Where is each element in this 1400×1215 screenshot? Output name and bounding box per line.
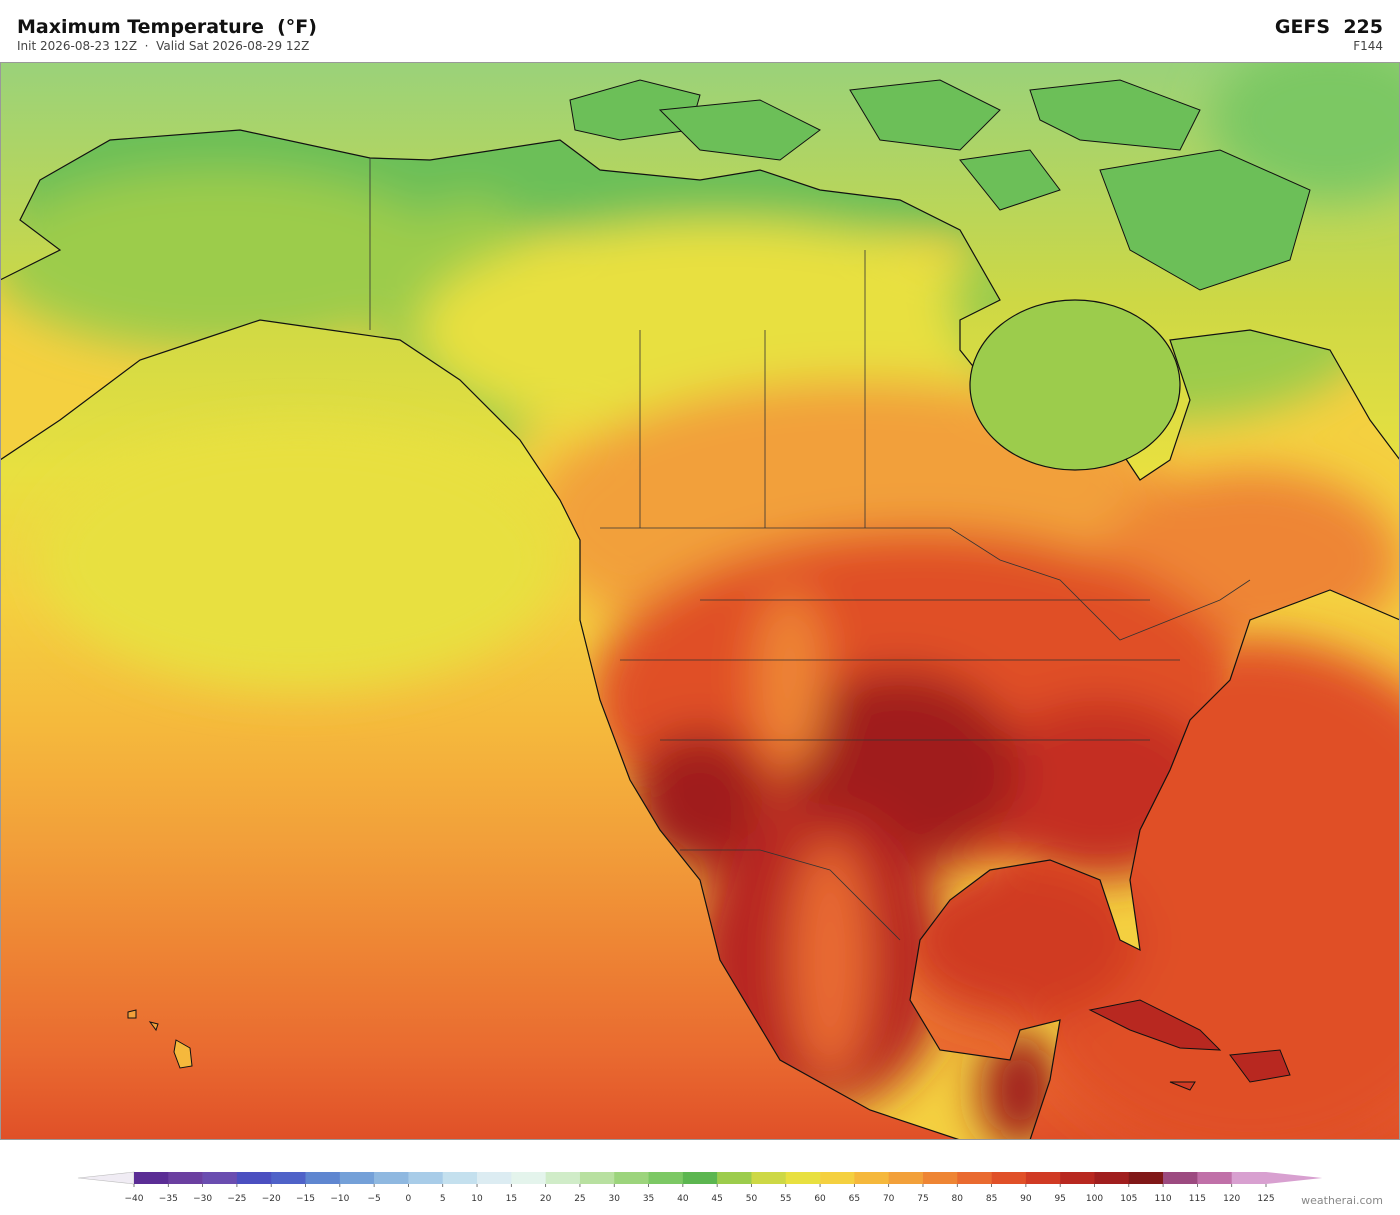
colorbar-segment: [614, 1172, 649, 1184]
colorbar-tick-label: 25: [574, 1194, 585, 1204]
colorbar-tick-label: 70: [883, 1194, 895, 1204]
colorbar-tick-label: −10: [330, 1194, 349, 1204]
colorbar-tick-label: 90: [1020, 1194, 1032, 1204]
colorbar-segment: [991, 1172, 1027, 1184]
colorbar-tick-label: 0: [406, 1194, 412, 1204]
colorbar-segment: [1163, 1172, 1198, 1184]
colorbar-segment: [1060, 1172, 1095, 1184]
colorbar-under: [77, 1171, 135, 1185]
arctic-islands: [569, 79, 1311, 291]
colorbar-tick-label: 115: [1189, 1194, 1206, 1204]
colorbar-tick-label: −20: [262, 1194, 281, 1204]
colorbar-tick-label: 105: [1120, 1194, 1137, 1204]
colorbar-tick-label: 75: [917, 1194, 928, 1204]
colorbar-tick-label: −25: [227, 1194, 246, 1204]
colorbar-tick-label: 110: [1154, 1194, 1171, 1204]
colorbar-tick-label: 10: [471, 1194, 483, 1204]
colorbar-segment: [1231, 1172, 1267, 1184]
colorbar-tick-label: 50: [746, 1194, 758, 1204]
colorbar-tick-label: 95: [1054, 1194, 1065, 1204]
colorbar-tick-label: −35: [159, 1194, 178, 1204]
islands: [127, 999, 1291, 1091]
subtitle: Init 2026-08-23 12Z · Valid Sat 2026-08-…: [17, 39, 310, 53]
colorbar-segment: [1128, 1172, 1164, 1184]
colorbar-tick-label: 40: [677, 1194, 689, 1204]
colorbar-segment: [374, 1172, 409, 1184]
colorbar-tick-label: 15: [506, 1194, 517, 1204]
colorbar-tick-label: 125: [1257, 1194, 1274, 1204]
colorbar-segment: [579, 1172, 615, 1184]
colorbar-segment: [134, 1172, 169, 1184]
colorbar-segment: [648, 1172, 684, 1184]
colorbar-segment: [511, 1172, 546, 1184]
colorbar-segment: [202, 1172, 238, 1184]
colorbar-tick-label: 30: [609, 1194, 621, 1204]
colorbar-segment: [717, 1172, 752, 1184]
title: Maximum Temperature (°F): [17, 16, 317, 38]
colorbar-tick-label: 100: [1086, 1194, 1103, 1204]
colorbar-segment: [442, 1172, 478, 1184]
colorbar-segment: [785, 1172, 821, 1184]
colorbar-segment: [751, 1172, 787, 1184]
colorbar-over: [1266, 1172, 1323, 1184]
colorbar-segment: [1025, 1172, 1061, 1184]
borders: [369, 158, 1251, 941]
colorbar-tick-label: 55: [780, 1194, 791, 1204]
model-label: GEFS 225: [1274, 16, 1383, 38]
coastline: [0, 129, 1400, 1140]
colorbar-tick-label: 120: [1223, 1194, 1240, 1204]
colorbar-segment: [820, 1172, 855, 1184]
colorbar-segment: [922, 1172, 958, 1184]
colorbar-segment: [408, 1172, 444, 1184]
colorbar-segment: [888, 1172, 924, 1184]
colorbar-tick-label: 45: [711, 1194, 722, 1204]
colorbar-segment: [477, 1172, 512, 1184]
map: [0, 62, 1400, 1140]
attribution: weatherai.com: [1301, 1194, 1383, 1207]
colorbar-segment: [271, 1172, 306, 1184]
forecast-hour: F144: [1353, 39, 1383, 53]
colorbar-tick-label: −15: [296, 1194, 315, 1204]
colorbar-tick-label: 65: [849, 1194, 860, 1204]
colorbar-tick-label: 80: [952, 1194, 964, 1204]
colorbar-tick-label: 85: [986, 1194, 997, 1204]
colorbar-tick-label: 35: [643, 1194, 654, 1204]
colorbar-segment: [957, 1172, 992, 1184]
colorbar-segment: [339, 1172, 375, 1184]
colorbar-tick-label: −30: [193, 1194, 212, 1204]
colorbar-segment: [1197, 1172, 1232, 1184]
colorbar: −40 −35 −30 −25 −20 −15 −10 −5 0 5 10 15 20 25 30 35 40 4…: [77, 1171, 1323, 1204]
colorbar-segment: [682, 1172, 718, 1184]
colorbar-tick-label: −5: [367, 1194, 380, 1204]
colorbar-tick-label: 20: [540, 1194, 552, 1204]
colorbar-tick-label: −40: [125, 1194, 144, 1204]
colorbar-tick-label: 60: [814, 1194, 826, 1204]
colorbar-tick-label: 5: [440, 1194, 446, 1204]
colorbar-segment: [305, 1172, 341, 1184]
colorbar-segment: [854, 1172, 889, 1184]
colorbar-segment: [545, 1172, 581, 1184]
colorbar-segment: [168, 1172, 203, 1184]
colorbar-segment: [1094, 1172, 1130, 1184]
hudson-bay: [969, 299, 1181, 471]
colorbar-segment: [236, 1172, 272, 1184]
